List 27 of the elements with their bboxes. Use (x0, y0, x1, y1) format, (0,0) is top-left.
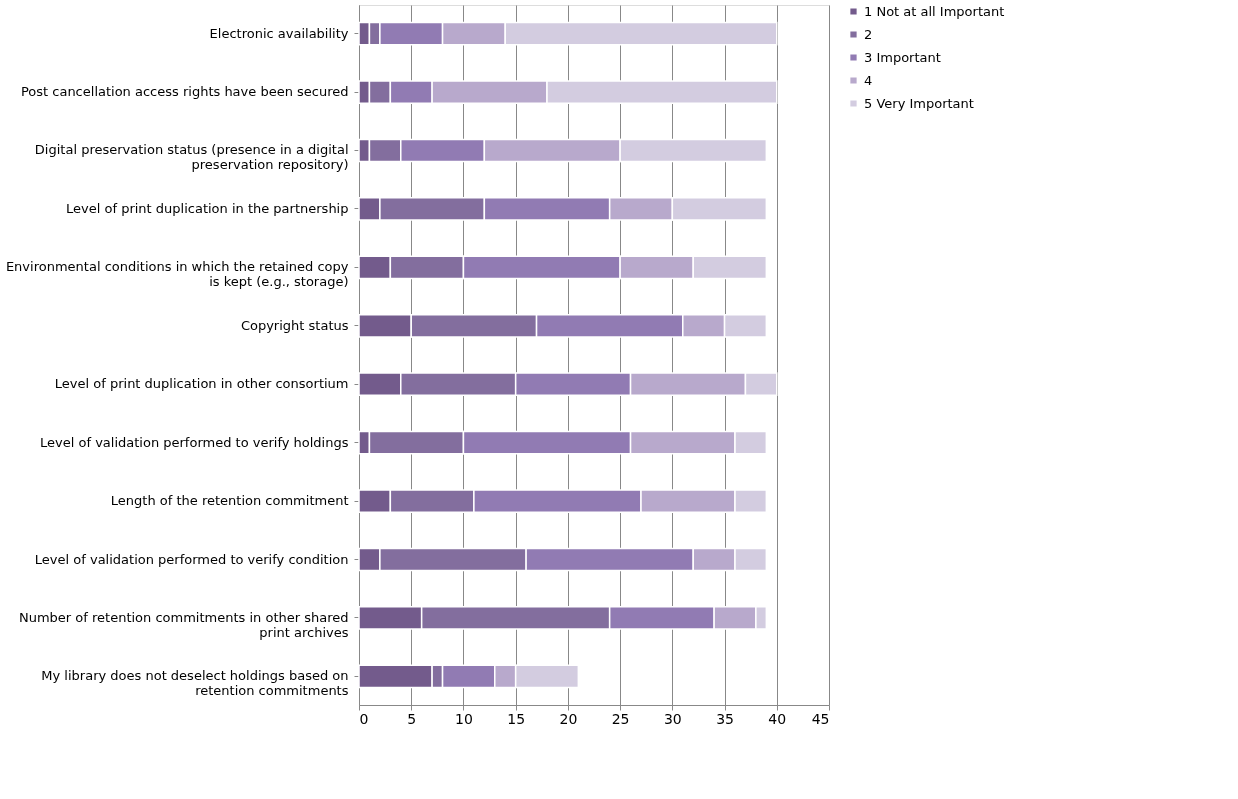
y-tick-label: Number of retention commitments in other shared print archives (18, 609, 349, 640)
legend-label: 4 (864, 72, 873, 88)
y-tick-label: Post cancellation access rights have been secured (20, 84, 349, 100)
y-tick-label: Length of the retention commitment (110, 493, 349, 509)
x-tick-label: 45 (811, 710, 830, 727)
y-tick-label: Copyright status (240, 317, 349, 333)
x-tick-label: 25 (611, 710, 630, 727)
x-tick-label: 40 (768, 710, 787, 727)
legend-label: 3 Important (864, 49, 941, 65)
y-tick-label: Level of validation performed to verify condition (34, 551, 349, 567)
legend-label: 2 (864, 26, 873, 42)
x-tick-label: 35 (716, 710, 734, 727)
y-tick-label: Digital preservation status (presence in a digital preservation repository) (34, 142, 349, 173)
legend-label: 5 Very Important (864, 95, 974, 111)
legend-label: 1 Not at all Important (864, 3, 1005, 19)
y-tick-label: Environmental conditions in which the retained copy is kept (e.g., storage) (5, 259, 349, 290)
y-tick-label: My library does not deselect holdings based on retention commitments (41, 668, 349, 699)
x-tick-label: 10 (455, 710, 473, 727)
y-tick-label: Level of print duplication in the partnership (66, 200, 349, 216)
x-tick-label: 15 (507, 710, 526, 727)
x-tick-label: 30 (663, 710, 682, 727)
y-tick-label: Electronic availability (209, 25, 349, 41)
y-tick-label: Level of print duplication in other consortium (54, 376, 349, 392)
x-tick-label: 20 (559, 710, 578, 727)
x-tick-label: 5 (407, 710, 417, 727)
y-tick-label: Level of validation performed to verify holdings (40, 434, 349, 450)
x-tick-label: 0 (359, 710, 369, 727)
